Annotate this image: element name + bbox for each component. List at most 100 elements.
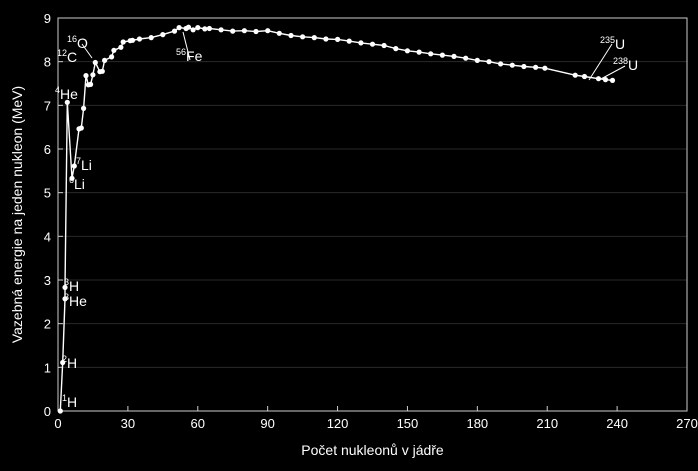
isotope-label: 56Fe bbox=[176, 47, 203, 64]
leader-line bbox=[182, 31, 191, 61]
data-point bbox=[276, 30, 282, 36]
data-point bbox=[90, 72, 96, 78]
data-point bbox=[81, 105, 87, 111]
data-point bbox=[83, 73, 89, 79]
data-point bbox=[253, 28, 259, 35]
x-tick-label: 150 bbox=[397, 416, 419, 431]
data-point bbox=[202, 26, 208, 32]
x-tick-label: 30 bbox=[121, 416, 135, 431]
data-point bbox=[521, 63, 527, 70]
y-tick-label: 8 bbox=[44, 55, 51, 70]
data-point bbox=[118, 44, 124, 50]
data-point bbox=[463, 55, 469, 61]
x-tick-label: 60 bbox=[191, 416, 205, 431]
isotope-symbol: H bbox=[67, 355, 77, 371]
isotope-mass: 2 bbox=[62, 354, 67, 364]
isotope-symbol: U bbox=[615, 36, 625, 52]
series bbox=[57, 24, 616, 414]
data-point bbox=[335, 36, 341, 43]
data-point bbox=[218, 27, 224, 33]
isotope-symbol: H bbox=[67, 394, 77, 410]
data-point bbox=[60, 359, 66, 366]
y-tick-label: 9 bbox=[44, 11, 51, 26]
annotation-leaders bbox=[81, 31, 626, 81]
isotope-label: 2H bbox=[62, 354, 77, 371]
y-tick-label: 6 bbox=[44, 142, 51, 157]
data-point bbox=[148, 35, 154, 41]
data-point bbox=[185, 24, 192, 30]
isotope-label: 12C bbox=[57, 48, 77, 65]
data-point bbox=[288, 32, 294, 39]
x-tick-label: 120 bbox=[327, 416, 349, 431]
data-point bbox=[533, 64, 539, 70]
data-point bbox=[474, 57, 480, 64]
leader-line bbox=[81, 43, 93, 59]
data-point bbox=[300, 34, 306, 40]
data-point bbox=[78, 125, 84, 131]
data-point bbox=[99, 68, 105, 74]
data-point bbox=[542, 65, 548, 71]
isotope-mass: 7 bbox=[76, 156, 81, 166]
data-point bbox=[369, 41, 376, 47]
data-point bbox=[439, 52, 445, 58]
isotope-label: 235U bbox=[600, 35, 625, 52]
data-point bbox=[451, 53, 457, 60]
isotope-label: 4He bbox=[55, 85, 78, 102]
data-point bbox=[416, 49, 422, 55]
data-point bbox=[323, 36, 329, 42]
leader-line bbox=[588, 43, 613, 81]
x-tick-label: 90 bbox=[260, 416, 274, 431]
data-point bbox=[311, 35, 317, 41]
isotope-mass: 235 bbox=[600, 35, 615, 45]
y-tick-label: 7 bbox=[44, 98, 51, 113]
isotope-label: 16O bbox=[67, 34, 88, 51]
isotope-mass: 238 bbox=[613, 56, 628, 66]
data-point bbox=[57, 408, 63, 414]
data-point bbox=[346, 38, 352, 44]
x-tick-label: 0 bbox=[54, 416, 61, 431]
data-point bbox=[195, 25, 201, 31]
data-point bbox=[88, 81, 94, 87]
data-point bbox=[265, 28, 271, 34]
data-point bbox=[393, 46, 399, 52]
y-axis: 0 1 2 3 4 5 6 7 8 9 bbox=[44, 11, 63, 419]
isotope-symbol: He bbox=[60, 86, 78, 102]
data-point bbox=[509, 62, 515, 68]
data-point bbox=[602, 77, 609, 83]
data-point bbox=[129, 37, 136, 43]
data-point bbox=[498, 61, 504, 67]
isotope-symbol: Li bbox=[74, 176, 85, 192]
y-tick-label: 2 bbox=[44, 317, 51, 332]
data-point bbox=[381, 42, 387, 49]
data-point bbox=[69, 175, 75, 181]
isotope-symbol: He bbox=[69, 293, 87, 309]
x-axis: 0 30 60 90 120 150 180 210 240 270 bbox=[54, 406, 698, 431]
isotope-symbol: Fe bbox=[186, 48, 203, 64]
isotope-label: 238U bbox=[613, 56, 638, 73]
isotope-label: 3H bbox=[64, 277, 79, 294]
data-point bbox=[111, 47, 117, 53]
isotope-symbol: H bbox=[69, 278, 79, 294]
x-tick-label: 270 bbox=[676, 416, 698, 431]
isotope-symbol: O bbox=[77, 35, 88, 51]
isotope-label: 3He bbox=[64, 292, 87, 309]
isotope-mass: 16 bbox=[67, 34, 77, 44]
isotope-mass: 12 bbox=[57, 48, 67, 58]
isotope-label: 7Li bbox=[76, 156, 92, 173]
plot-frame bbox=[57, 17, 688, 412]
isotope-label: 6Li bbox=[69, 175, 85, 192]
grid bbox=[58, 61, 687, 368]
data-point bbox=[62, 284, 68, 290]
data-point bbox=[102, 57, 108, 64]
data-point bbox=[120, 39, 126, 45]
isotope-mass: 1 bbox=[62, 393, 67, 403]
x-tick-label: 240 bbox=[606, 416, 628, 431]
isotope-mass: 3 bbox=[64, 277, 69, 287]
isotope-symbol: U bbox=[628, 57, 638, 73]
data-point bbox=[609, 77, 616, 83]
data-point bbox=[160, 31, 166, 38]
x-axis-title: Počet nukleonů v jádře bbox=[301, 442, 444, 458]
data-point bbox=[572, 72, 578, 78]
